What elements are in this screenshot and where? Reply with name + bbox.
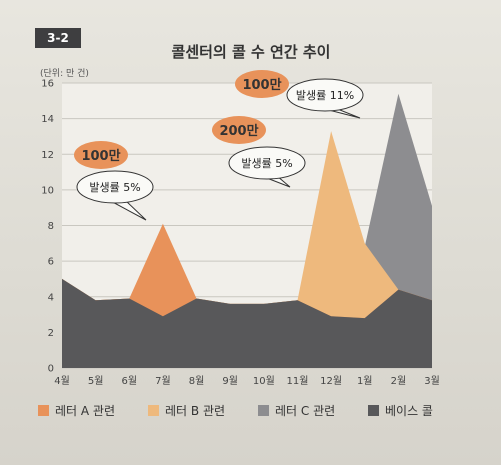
legend-swatch — [148, 405, 159, 416]
legend-swatch — [38, 405, 49, 416]
annotation-text: 발생률 11% — [296, 89, 354, 102]
y-tick-label: 0 — [48, 364, 54, 375]
x-tick-label: 11월 — [286, 375, 308, 387]
x-tick-label: 9월 — [222, 375, 238, 387]
legend-item: 레터 C 관련 — [258, 402, 368, 419]
y-tick-label: 12 — [41, 150, 54, 161]
x-tick-label: 6월 — [121, 375, 137, 387]
y-tick-label: 16 — [41, 79, 54, 90]
y-tick-label: 8 — [48, 221, 54, 232]
y-tick-label: 6 — [48, 257, 54, 268]
y-tick-label: 10 — [41, 185, 54, 196]
legend-item: 레터 A 관련 — [38, 402, 148, 419]
legend-label: 베이스 콜 — [385, 402, 433, 419]
legend-label: 레터 C 관련 — [275, 402, 335, 419]
x-tick-label: 4월 — [54, 375, 70, 387]
x-tick-label: 12월 — [320, 375, 342, 387]
annotation-text: 발생률 5% — [241, 157, 292, 170]
area-chart: 콜센터의 콜 수 연간 추이 (단위: 만 건) 0 2 4 6 8 10 12 14 16 4월 5월… — [0, 0, 501, 400]
annotation-text: 발생률 5% — [89, 181, 140, 194]
legend-item: 레터 B 관련 — [148, 402, 258, 419]
legend-swatch — [258, 405, 269, 416]
y-tick-label: 4 — [48, 292, 54, 303]
annotation-bubble-label: 200만 — [219, 123, 258, 139]
legend-label: 레터 A 관련 — [55, 402, 115, 419]
y-tick-label: 2 — [48, 328, 54, 339]
y-tick-label: 14 — [41, 114, 54, 125]
y-unit-label: (단위: 만 건) — [40, 68, 89, 79]
x-tick-label: 10월 — [253, 375, 275, 387]
x-tick-label: 3월 — [424, 375, 440, 387]
x-tick-label: 7월 — [155, 375, 171, 387]
x-tick-label: 2월 — [391, 375, 407, 387]
x-tick-label: 5월 — [88, 375, 104, 387]
annotation-bubble-label: 100만 — [81, 148, 120, 164]
legend-label: 레터 B 관련 — [165, 402, 225, 419]
chart-legend: 레터 A 관련 레터 B 관련 레터 C 관련 베이스 콜 — [38, 402, 478, 419]
x-tick-label: 8월 — [189, 375, 205, 387]
x-tick-label: 1월 — [357, 375, 373, 387]
legend-item: 베이스 콜 — [368, 402, 478, 419]
chart-title: 콜센터의 콜 수 연간 추이 — [172, 43, 331, 61]
annotation-bubble-label: 100만 — [242, 77, 281, 93]
legend-swatch — [368, 405, 379, 416]
